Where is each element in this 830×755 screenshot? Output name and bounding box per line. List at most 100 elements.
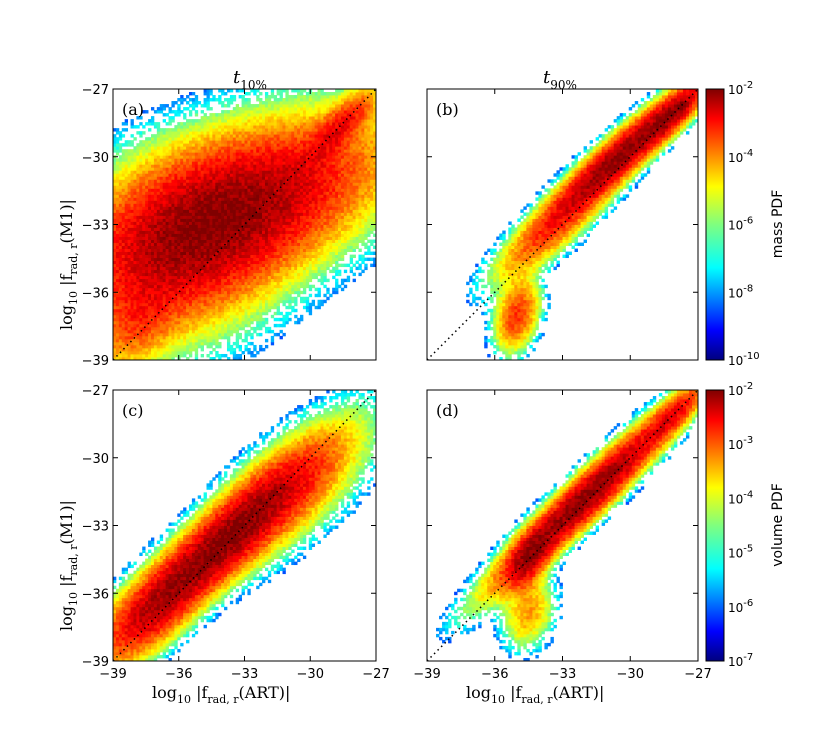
heatmap-cell [262, 320, 266, 325]
heatmap-cell [191, 224, 196, 228]
heatmap-cell [188, 305, 193, 310]
heatmap-cell [335, 236, 339, 240]
heatmap-cell [209, 296, 213, 301]
heatmap-cell [361, 218, 365, 222]
heatmap-cell [302, 197, 307, 201]
heatmap-cell [244, 329, 248, 334]
heatmap-cell [162, 341, 166, 346]
heatmap-cell [150, 170, 155, 174]
heatmap-cell [212, 197, 216, 201]
heatmap-cell [335, 188, 339, 192]
heatmap-cell [241, 257, 245, 262]
heatmap-cell [162, 260, 166, 265]
heatmap-cell [177, 164, 181, 168]
heatmap-cell [180, 176, 184, 180]
heatmap-cell [253, 236, 257, 240]
heatmap-cell [139, 185, 143, 189]
heatmap-cell [320, 191, 324, 195]
heatmap-cell [139, 200, 143, 204]
heatmap-cell [253, 182, 257, 186]
heatmap-cell [279, 209, 283, 213]
heatmap-cell [259, 296, 263, 301]
heatmap-cell [177, 314, 181, 319]
heatmap-cell [329, 203, 333, 207]
heatmap-cell [294, 266, 298, 271]
heatmap-cell [136, 257, 140, 262]
heatmap-cell [285, 260, 289, 265]
heatmap-cell [188, 164, 193, 168]
heatmap-cell [148, 317, 152, 322]
heatmap-cell [241, 194, 245, 198]
heatmap-cell [180, 239, 184, 243]
heatmap-cell [250, 200, 254, 204]
heatmap-cell [194, 161, 199, 165]
heatmap-cell [323, 242, 327, 246]
heatmap-cell [346, 236, 351, 240]
heatmap-cell [302, 203, 307, 207]
heatmap-cell [338, 224, 342, 228]
heatmap-cell [159, 203, 164, 207]
heatmap-cell [256, 284, 260, 289]
heatmap-cell [329, 185, 333, 189]
heatmap-cell [253, 212, 257, 216]
heatmap-cell [186, 311, 190, 316]
heatmap-cell [197, 158, 202, 162]
heatmap-cell [115, 161, 120, 165]
heatmap-cell [256, 254, 260, 259]
heatmap-cell [352, 188, 356, 192]
heatmap-cell [340, 188, 345, 192]
heatmap-cell [346, 161, 351, 165]
heatmap-cell [127, 170, 131, 174]
heatmap-cell [133, 212, 137, 216]
heatmap-cell [241, 275, 245, 280]
heatmap-cell [232, 239, 237, 243]
heatmap-cell [139, 236, 143, 240]
heatmap-cell [238, 347, 242, 352]
heatmap-cell [150, 242, 155, 246]
heatmap-cell [226, 278, 231, 283]
heatmap-cell [264, 188, 269, 192]
heatmap-cell [276, 302, 280, 307]
heatmap-cell [180, 296, 184, 301]
heatmap-cell [355, 188, 359, 192]
heatmap-cell [221, 200, 225, 204]
heatmap-cell [355, 224, 359, 228]
heatmap-cell [150, 209, 155, 213]
heatmap-cell [221, 296, 225, 301]
heatmap-cell [250, 275, 254, 280]
heatmap-cell [273, 290, 278, 295]
heatmap-cell [139, 215, 143, 219]
heatmap-cell [259, 182, 263, 186]
heatmap-cell [221, 323, 225, 328]
heatmap-cell [361, 215, 365, 219]
heatmap-cell [282, 227, 286, 231]
heatmap-cell [250, 335, 254, 340]
heatmap-cell [156, 209, 161, 213]
heatmap-cell [200, 221, 204, 225]
heatmap-cell [367, 170, 371, 174]
heatmap-cell [186, 314, 190, 319]
heatmap-cell [311, 260, 316, 265]
heatmap-cell [305, 209, 310, 213]
heatmap-cell [127, 188, 131, 192]
heatmap-cell [238, 320, 242, 325]
heatmap-cell [212, 278, 216, 283]
heatmap-cell [329, 212, 333, 216]
heatmap-cell [308, 215, 313, 219]
heatmap-cell [305, 212, 310, 216]
heatmap-cell [186, 245, 190, 249]
heatmap-cell [285, 233, 289, 237]
heatmap-cell [226, 284, 231, 289]
heatmap-cell [343, 227, 348, 231]
heatmap-cell [209, 170, 213, 174]
heatmap-cell [136, 260, 140, 265]
heatmap-cell [224, 290, 228, 295]
heatmap-cell [142, 248, 146, 252]
heatmap-cell [264, 182, 269, 186]
heatmap-cell [346, 212, 351, 216]
heatmap-cell [259, 158, 263, 162]
heatmap-cell [235, 227, 240, 231]
heatmap-cell [156, 197, 161, 201]
heatmap-cell [145, 251, 149, 256]
heatmap-cell [320, 215, 324, 219]
